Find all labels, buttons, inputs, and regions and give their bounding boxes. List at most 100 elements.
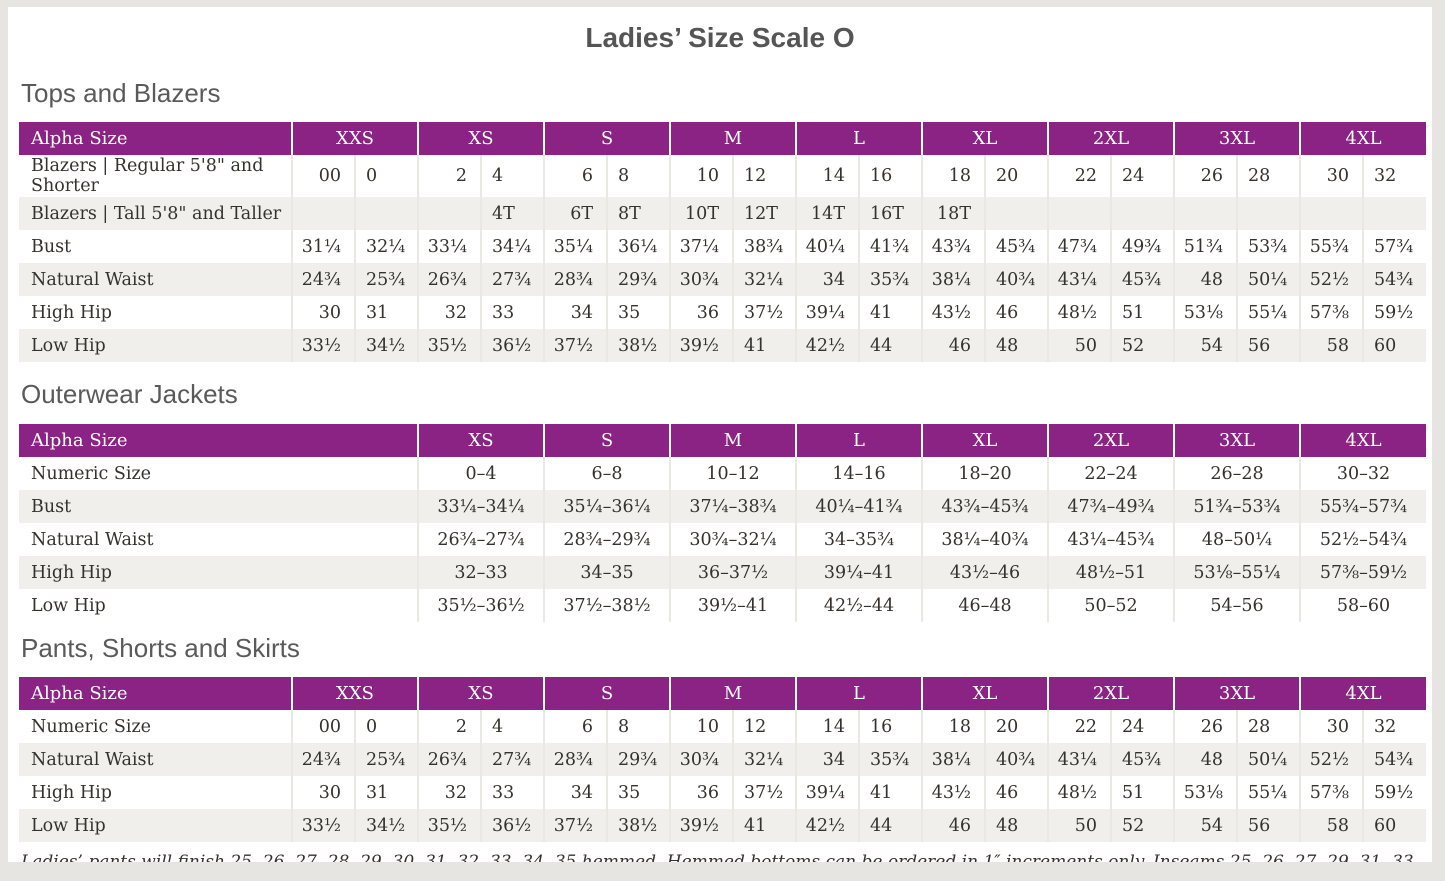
- section-heading-pants-shorts-skirts: Pants, Shorts and Skirts: [21, 633, 300, 663]
- size-value-cell: 32: [1362, 155, 1426, 197]
- size-value-cell: 38½: [606, 329, 670, 362]
- size-value-cell: 25¾: [354, 743, 418, 776]
- size-value-cell: 54: [1173, 809, 1237, 842]
- size-column-header: 3XL: [1173, 122, 1300, 155]
- size-value-cell: 36: [669, 776, 733, 809]
- size-value-cell: [291, 197, 355, 230]
- size-value-cell: 33¼: [417, 230, 481, 263]
- row-label: Natural Waist: [31, 269, 154, 290]
- size-header-row: Alpha Size XXS XS S M L XL 2XL 3XL 4XL: [19, 677, 1426, 710]
- size-value-cell: [1047, 197, 1111, 230]
- size-column-header: 4XL: [1299, 677, 1426, 710]
- section-heading-tops-and-blazers: Tops and Blazers: [21, 78, 221, 108]
- size-column-header: XL: [921, 677, 1048, 710]
- size-value-cell: 25¾: [354, 263, 418, 296]
- measurement-row: Blazers | Regular 5'8" and Shorter 00 0 2 4 6…: [19, 155, 1426, 197]
- size-value-cell: 49¾: [1110, 230, 1174, 263]
- size-value-cell: 4T: [480, 197, 544, 230]
- size-value-cell: 29¾: [606, 743, 670, 776]
- row-label: Numeric Size: [31, 463, 152, 484]
- size-value-cell: 4: [480, 710, 544, 743]
- size-value-cell: 50–52: [1047, 589, 1174, 622]
- size-value-cell: 41: [858, 776, 922, 809]
- size-value-cell: 47¾–49¾: [1047, 490, 1174, 523]
- size-value-cell: 34: [795, 263, 859, 296]
- size-value-cell: 58: [1299, 329, 1363, 362]
- size-value-cell: 8: [606, 710, 670, 743]
- size-value-cell: 26–28: [1173, 457, 1300, 490]
- row-label: Natural Waist: [31, 749, 154, 770]
- size-value-cell: 57⅜–59½: [1299, 556, 1426, 589]
- size-value-cell: 32¼: [732, 743, 796, 776]
- size-value-cell: 36½: [480, 809, 544, 842]
- size-value-cell: 52½: [1299, 263, 1363, 296]
- size-value-cell: 35½: [417, 329, 481, 362]
- size-value-cell: 30¾–32¼: [669, 523, 796, 556]
- size-value-cell: 32: [417, 776, 481, 809]
- size-value-cell: 52: [1110, 329, 1174, 362]
- size-value-cell: 58–60: [1299, 589, 1426, 622]
- size-value-cell: 0: [354, 710, 418, 743]
- size-value-cell: 57⅜: [1299, 776, 1363, 809]
- size-value-cell: 35½–36½: [417, 589, 544, 622]
- size-value-cell: 0–4: [417, 457, 544, 490]
- size-value-cell: 46–48: [921, 589, 1048, 622]
- size-column-header: XL: [921, 424, 1048, 457]
- size-value-cell: 14T: [795, 197, 859, 230]
- size-value-cell: 27¾: [480, 743, 544, 776]
- size-value-cell: 38¼–40¾: [921, 523, 1048, 556]
- size-column-header: XS: [417, 424, 544, 457]
- size-value-cell: 22: [1047, 710, 1111, 743]
- size-column-header: L: [795, 677, 922, 710]
- size-value-cell: 48½: [1047, 776, 1111, 809]
- size-column-header: 2XL: [1047, 677, 1174, 710]
- row-label: Bust: [31, 496, 72, 517]
- size-value-cell: [1236, 197, 1300, 230]
- size-header-row: Alpha Size XXS XS S M L XL 2XL 3XL 4XL: [19, 122, 1426, 155]
- size-value-cell: [1362, 197, 1426, 230]
- row-label: Blazers | Tall 5'8" and Taller: [31, 203, 282, 224]
- outerwear-jackets-table: Alpha Size XS S M L XL 2XL 3XL 4XL Numeric Size 0–…: [19, 424, 1426, 622]
- size-value-cell: 33: [480, 776, 544, 809]
- size-value-cell: 37½: [732, 776, 796, 809]
- measurement-row: Natural Waist 26¾–27¾ 28¾–29¾ 30¾–32¼ 34–35¾…: [19, 523, 1426, 556]
- size-value-cell: 60: [1362, 329, 1426, 362]
- size-column-header: 4XL: [1299, 122, 1426, 155]
- size-value-cell: 42½: [795, 809, 859, 842]
- size-value-cell: 39¼–41: [795, 556, 922, 589]
- size-value-cell: 30–32: [1299, 457, 1426, 490]
- size-value-cell: 34½: [354, 329, 418, 362]
- measurement-row: Numeric Size 00 0 2 4 6 8 10 12 14 16 18 20 22 24 26 28 3…: [19, 710, 1426, 743]
- size-value-cell: 14–16: [795, 457, 922, 490]
- size-value-cell: 10–12: [669, 457, 796, 490]
- size-value-cell: 4: [480, 155, 544, 197]
- measurement-row: Bust 33¼–34¼ 35¼–36¼ 37¼–38¾ 40¼–41¾ 43¾–45¾ 4…: [19, 490, 1426, 523]
- size-value-cell: [984, 197, 1048, 230]
- size-value-cell: 43¼: [1047, 263, 1111, 296]
- size-value-cell: 30¾: [669, 263, 733, 296]
- size-value-cell: 16: [858, 710, 922, 743]
- size-value-cell: 32¼: [354, 230, 418, 263]
- size-value-cell: 44: [858, 329, 922, 362]
- size-column-header: S: [543, 122, 670, 155]
- size-value-cell: 31: [354, 296, 418, 329]
- size-column-header: 2XL: [1047, 424, 1174, 457]
- size-value-cell: 46: [984, 776, 1048, 809]
- size-value-cell: 6–8: [543, 457, 670, 490]
- size-value-cell: 35½: [417, 809, 481, 842]
- size-value-cell: [1110, 197, 1174, 230]
- size-value-cell: 38¾: [732, 230, 796, 263]
- size-value-cell: 8T: [606, 197, 670, 230]
- size-value-cell: 20: [984, 710, 1048, 743]
- size-value-cell: 6T: [543, 197, 607, 230]
- size-value-cell: 28¾: [543, 263, 607, 296]
- size-value-cell: 45¾: [984, 230, 1048, 263]
- size-value-cell: 42½: [795, 329, 859, 362]
- size-value-cell: [354, 197, 418, 230]
- size-value-cell: 30: [291, 776, 355, 809]
- size-value-cell: 34: [543, 776, 607, 809]
- size-value-cell: 60: [1362, 809, 1426, 842]
- size-value-cell: 2: [417, 710, 481, 743]
- size-value-cell: 18–20: [921, 457, 1048, 490]
- size-value-cell: 28¾: [543, 743, 607, 776]
